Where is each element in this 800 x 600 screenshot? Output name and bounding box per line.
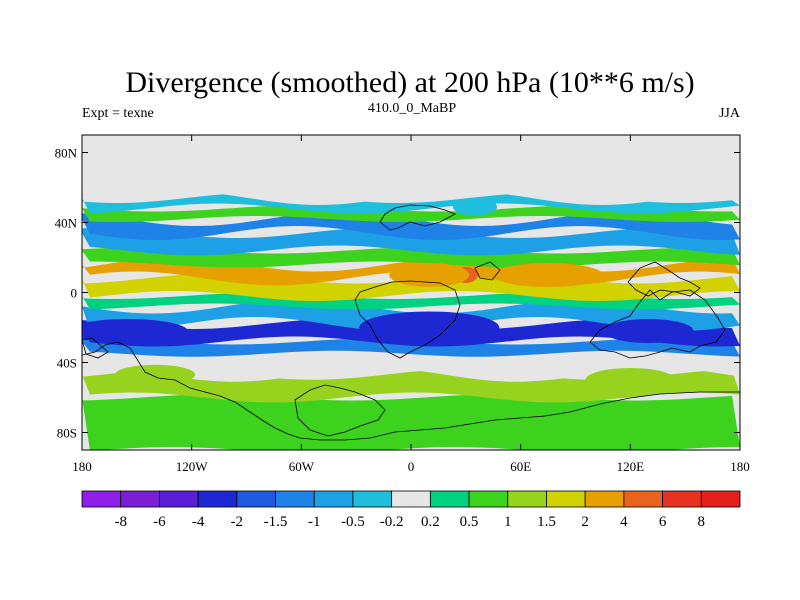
- indian-convergence-core: [603, 319, 694, 343]
- central-divergence-blob: [389, 263, 470, 287]
- colorbar-swatch: [700, 490, 741, 508]
- plot-area: [82, 135, 740, 450]
- antarctica-outline: [82, 341, 740, 441]
- x-tick-labels: 180 120W 60W 0 60E 120E 180: [72, 459, 750, 474]
- x-tick-label: 120W: [176, 459, 209, 474]
- colorbar-label: -6: [153, 514, 166, 530]
- subtitle-left: Expt = texne: [82, 106, 154, 121]
- band--0.5: [82, 228, 740, 256]
- colorbar-swatch: [662, 490, 702, 508]
- southern-green-blob-west: [115, 364, 196, 385]
- colorbar-label: -2: [231, 514, 244, 530]
- asian-divergence-blob: [493, 263, 604, 287]
- colorbar-label: 6: [659, 514, 667, 530]
- pacific-convergence-core: [82, 319, 188, 343]
- band--1: [82, 212, 740, 240]
- colorbar-swatch: [275, 490, 315, 508]
- colorbar-label: 0.5: [460, 514, 479, 530]
- y-tick-label: 40S: [57, 356, 77, 371]
- colorbar-label: -1.5: [264, 514, 288, 530]
- y-tick-label: 0: [71, 286, 78, 301]
- x-tick-marks: [81, 135, 741, 450]
- west-pacific-islands: [82, 337, 109, 359]
- colorbar-swatch: [236, 490, 276, 508]
- colorbar-swatch: [391, 490, 431, 508]
- northern-cyan-blob: [452, 197, 497, 216]
- continent-outlines: [82, 204, 740, 441]
- colorbar-swatch: [623, 490, 663, 508]
- x-tick-label: 120E: [617, 459, 645, 474]
- colorbar-label: 0.2: [421, 514, 440, 530]
- band-0.5: [82, 205, 740, 222]
- colorbar-swatch: [352, 490, 393, 508]
- colorbar-label: 2: [581, 514, 589, 530]
- colorbar-label: -0.5: [341, 514, 365, 530]
- colorbar-labels: -8 -6 -4 -2 -1.5 -1 -0.5 -0.2 0.2 0.5 1 1.5 2 4 6 8: [114, 514, 705, 530]
- colorbar: [81, 490, 741, 508]
- x-tick-label: 180: [72, 459, 92, 474]
- chart-title: Divergence (smoothed) at 200 hPa (10**6 …: [125, 66, 694, 99]
- colorbar-swatch: [81, 490, 122, 508]
- australia-outline: [589, 289, 726, 359]
- y-tick-label: 40N: [55, 216, 78, 231]
- colorbar-label: 8: [698, 514, 706, 530]
- x-tick-label: 60E: [510, 459, 531, 474]
- subtitle-right: JJA: [719, 106, 741, 121]
- x-tick-label: 0: [408, 459, 415, 474]
- x-tick-label: 60W: [289, 459, 315, 474]
- south-america-outline: [294, 384, 386, 437]
- colorbar-label: -8: [114, 514, 127, 530]
- arabia-outline: [474, 261, 501, 281]
- southern-green-blob-east: [585, 368, 676, 392]
- colorbar-label: -4: [192, 514, 205, 530]
- europe-outline: [379, 204, 456, 231]
- x-tick-label: 180: [730, 459, 750, 474]
- colorbar-label: 1: [504, 514, 512, 530]
- y-tick-label: 80S: [57, 426, 77, 441]
- colorbar-swatch: [159, 490, 199, 508]
- colorbar-swatch: [429, 490, 470, 508]
- colorbar-swatch: [468, 490, 509, 508]
- band-no-data: [82, 135, 740, 205]
- y-tick-labels: 80N 40N 0 40S 80S: [55, 146, 78, 441]
- africa-outline: [354, 280, 461, 359]
- colorbar-label: -1: [308, 514, 321, 530]
- band-0.5: [82, 247, 740, 268]
- atlantic-convergence-core: [359, 311, 500, 344]
- field-features: [82, 197, 694, 392]
- band--1: [82, 338, 740, 357]
- colorbar-label: 1.5: [537, 514, 556, 530]
- colorbar-swatch: [313, 490, 354, 508]
- colorbar-swatch: [507, 490, 547, 508]
- colorbar-label: -0.2: [380, 514, 404, 530]
- latitude-bands: [82, 135, 740, 450]
- band--0.2: [82, 346, 740, 382]
- y-tick-marks: [82, 152, 740, 433]
- colorbar-swatch: [197, 490, 238, 508]
- asia-outline: [627, 261, 701, 297]
- band-0.2: [82, 394, 740, 450]
- y-tick-label: 80N: [55, 146, 78, 161]
- colorbar-swatch: [120, 490, 160, 508]
- colorbar-label: 4: [620, 514, 628, 530]
- colorbar-swatch: [546, 490, 586, 508]
- colorbar-swatch: [584, 490, 625, 508]
- subtitle-center: 410.0_0_MaBP: [368, 101, 457, 116]
